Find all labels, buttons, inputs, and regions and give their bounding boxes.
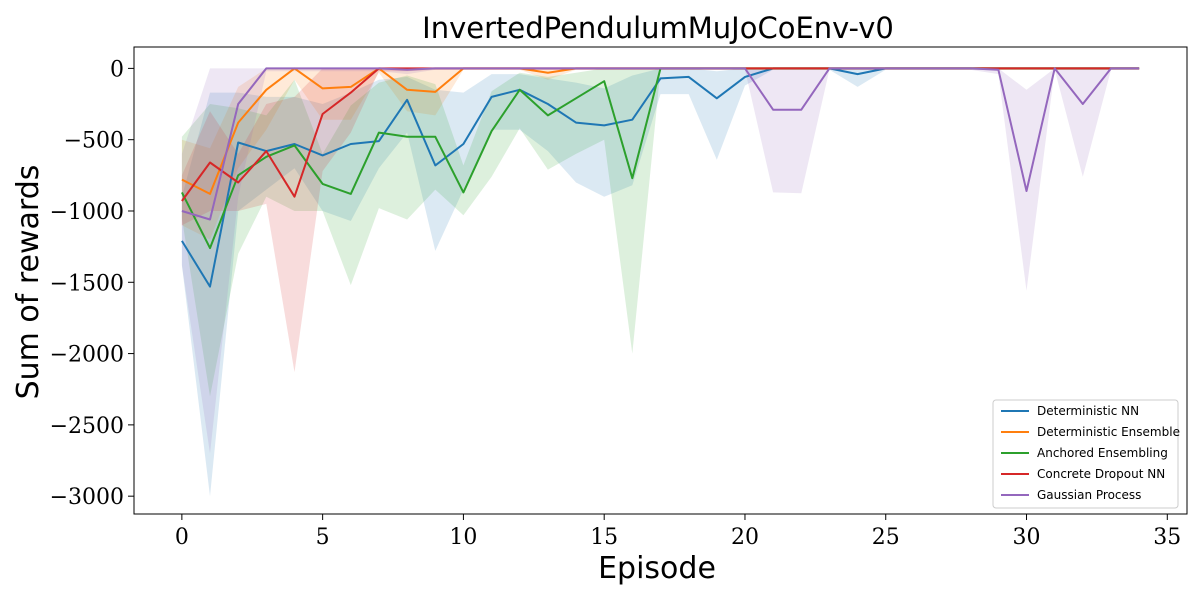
x-tick-label: 15 [590, 525, 618, 550]
y-axis-label: Sum of rewards [11, 165, 46, 400]
anchored-ensembling-band [181, 68, 1140, 397]
y-tick-label: −2500 [50, 414, 124, 439]
y-tick-label: 0 [110, 57, 124, 82]
deterministic-ensemble-band [181, 68, 1140, 240]
y-tick-label: −2000 [50, 343, 124, 368]
chart-title: InvertedPendulumMuJoCoEnv-v0 [422, 11, 894, 45]
y-tick-label: −1000 [50, 200, 124, 225]
deterministic-nn-band [181, 68, 1140, 497]
x-tick-label: 20 [731, 525, 759, 550]
legend-label-deterministic-ensemble: Deterministic Ensemble [1037, 425, 1180, 439]
x-tick-label: 5 [316, 525, 330, 550]
legend-label-concrete-dropout-nn: Concrete Dropout NN [1037, 467, 1165, 481]
series-lines [181, 67, 1140, 288]
x-tick-label: 25 [872, 525, 900, 550]
x-axis-label: Episode [598, 551, 716, 586]
legend-label-anchored-ensembling: Anchored Ensembling [1037, 446, 1168, 460]
x-axis-ticks: 0 5 10 15 20 25 30 35 [175, 514, 1181, 550]
y-tick-label: −500 [64, 129, 124, 154]
y-tick-label: −3000 [50, 485, 124, 510]
legend: Deterministic NN Deterministic Ensemble An… [992, 399, 1180, 509]
confidence-bands [181, 68, 1140, 497]
y-tick-label: −1500 [50, 271, 124, 296]
x-tick-label: 0 [175, 525, 189, 550]
gaussian-process-band [181, 68, 1140, 454]
gaussian-process-line [181, 67, 1140, 221]
x-tick-label: 35 [1153, 525, 1181, 550]
x-tick-label: 30 [1013, 525, 1041, 550]
plot-frame [133, 46, 1188, 515]
concrete-dropout-nn-band [181, 68, 1140, 373]
legend-box [992, 399, 1179, 509]
x-tick-label: 10 [449, 525, 477, 550]
legend-label-gaussian-process: Gaussian Process [1037, 488, 1141, 502]
legend-label-deterministic-nn: Deterministic NN [1037, 404, 1139, 418]
y-axis-ticks: 0 −500 −1000 −1500 −2000 −2500 −3000 [50, 57, 134, 510]
